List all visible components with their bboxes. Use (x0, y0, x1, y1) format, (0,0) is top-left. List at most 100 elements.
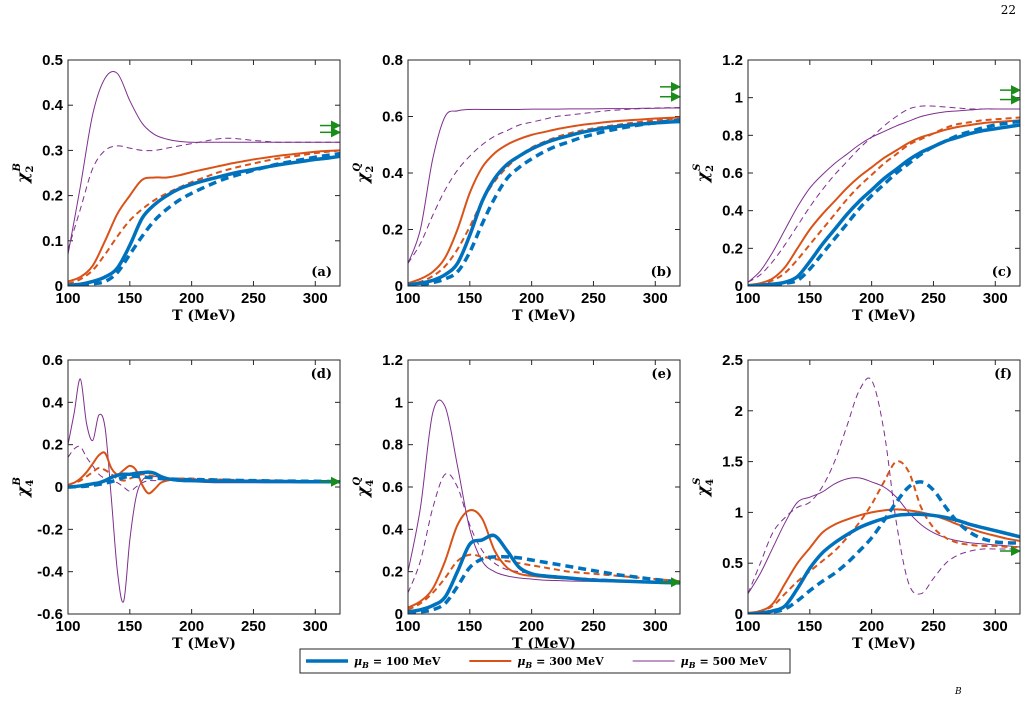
limit-arrow (320, 120, 341, 131)
legend-text: = 300 MeV (536, 655, 604, 668)
y-tick-label: 1.5 (722, 454, 743, 471)
x-tick-label: 150 (457, 618, 482, 635)
series-line (408, 554, 680, 614)
y-tick-label: 0.4 (382, 521, 404, 538)
series-line (68, 149, 340, 283)
limit-arrow-head (671, 81, 681, 92)
x-axis-label: T (MeV) (512, 636, 576, 652)
y-tick-label: 0 (735, 278, 743, 295)
series-line (748, 480, 1020, 614)
x-tick-label: 250 (921, 618, 946, 635)
y-axis-superscript: Q (352, 163, 363, 172)
series-line (408, 116, 680, 285)
y-tick-label: 1 (735, 504, 743, 521)
y-tick-label: 0.4 (382, 165, 404, 182)
lines (68, 71, 340, 286)
panel: 100 150 200 250 300 0 0.2 0.4 0.6 0.8 (b) T (MeV) χ2… (352, 52, 681, 324)
series-line (748, 377, 1020, 595)
series-line (68, 470, 340, 489)
x-axis-label: T (MeV) (852, 308, 916, 324)
x-tick-label: 200 (519, 618, 544, 635)
y-tick-label: 0.2 (382, 564, 403, 581)
series-line (748, 116, 1020, 286)
panel: 100 150 200 250 300 0 0.1 0.2 0.3 0.4 0.5 (a) T (MeV… (12, 52, 341, 324)
x-tick-label: 300 (303, 618, 328, 635)
series-line (408, 119, 680, 286)
series-line (408, 106, 680, 264)
limit-arrow-head (1011, 85, 1021, 96)
panel-label: (a) (311, 265, 332, 280)
page-number: 22 (1001, 3, 1016, 17)
lines (408, 106, 680, 286)
y-tick-label: 0.5 (42, 52, 63, 69)
x-tick-label: 250 (241, 618, 266, 635)
y-tick-label: 1 (735, 90, 743, 107)
series-line (408, 107, 680, 264)
y-tick-label: 0 (55, 479, 63, 496)
plot-frame (407, 359, 681, 615)
lines (748, 105, 1020, 286)
series-line (748, 460, 1020, 614)
panel-label: (d) (311, 367, 332, 382)
y-tick-label: 0.2 (42, 188, 63, 205)
panel: 100 150 200 250 300 0 0.2 0.4 0.6 0.8 1 1.2 (e) T (Me… (352, 352, 681, 652)
series-line (68, 474, 340, 489)
y-axis-superscript: S (692, 164, 703, 171)
limit-arrow (1000, 546, 1021, 557)
series-line (748, 123, 1020, 286)
limit-arrow-head (1011, 546, 1021, 557)
y-tick-label: -0.4 (37, 564, 64, 581)
limit-arrow (1000, 94, 1021, 105)
series-line (68, 378, 340, 603)
y-tick-label: 0.8 (382, 52, 403, 69)
x-tick-label: 200 (859, 618, 884, 635)
y-tick-label: 0.6 (382, 479, 403, 496)
y-tick-label: 0.2 (42, 437, 63, 454)
y-tick-label: 2.5 (722, 352, 743, 369)
legend-text: = 100 MeV (373, 655, 441, 668)
y-axis-symbol: χ (693, 170, 712, 183)
y-tick-label: 0.6 (722, 165, 743, 182)
y-tick-label: 0.6 (382, 109, 403, 126)
x-tick-label: 300 (303, 290, 328, 307)
x-tick-label: 100 (735, 290, 760, 307)
x-tick-label: 300 (643, 290, 668, 307)
y-tick-label: 0.8 (722, 127, 743, 144)
y-axis-subscript: 2 (365, 166, 376, 173)
panel: 100 150 200 250 300 -0.6 -0.4 -0.2 0 0.2 0.4 0.6 (d)… (12, 352, 341, 652)
plot-frame (747, 359, 1021, 615)
x-tick-label: 100 (55, 290, 80, 307)
y-axis-superscript: B (12, 163, 23, 172)
y-tick-label: 0.2 (722, 240, 743, 257)
panel-label: (b) (651, 265, 672, 280)
x-tick-label: 300 (983, 290, 1008, 307)
y-tick-label: 0 (735, 606, 743, 623)
series-line (748, 105, 1020, 283)
limit-arrow-head (671, 91, 681, 102)
y-axis-symbol: χ (353, 171, 372, 184)
y-axis-symbol: χ (693, 484, 712, 497)
limit-arrow (660, 81, 681, 92)
x-tick-label: 200 (859, 290, 884, 307)
limit-arrow-head (331, 127, 341, 138)
y-tick-label: 0.6 (42, 352, 63, 369)
y-axis-label: χ4S (692, 478, 716, 498)
series-line (68, 71, 340, 255)
lines (408, 399, 680, 614)
y-axis-subscript: 2 (705, 165, 716, 172)
legend-text: = 500 MeV (699, 655, 767, 668)
y-axis-superscript: Q (352, 477, 363, 486)
series-line (748, 108, 1020, 283)
legend-symbol: μ (681, 655, 689, 668)
y-tick-label: 0.3 (42, 142, 63, 159)
panel: 100 150 200 250 300 0 0.5 1 1.5 2 2.5 (f) T (MeV) χ4S (692, 352, 1021, 652)
limit-arrow (660, 91, 681, 102)
x-tick-label: 250 (241, 290, 266, 307)
x-tick-label: 150 (117, 618, 142, 635)
y-axis-symbol: χ (13, 485, 32, 498)
y-axis-subscript: 4 (365, 480, 376, 487)
x-tick-label: 300 (983, 618, 1008, 635)
plot-frame (67, 59, 341, 287)
